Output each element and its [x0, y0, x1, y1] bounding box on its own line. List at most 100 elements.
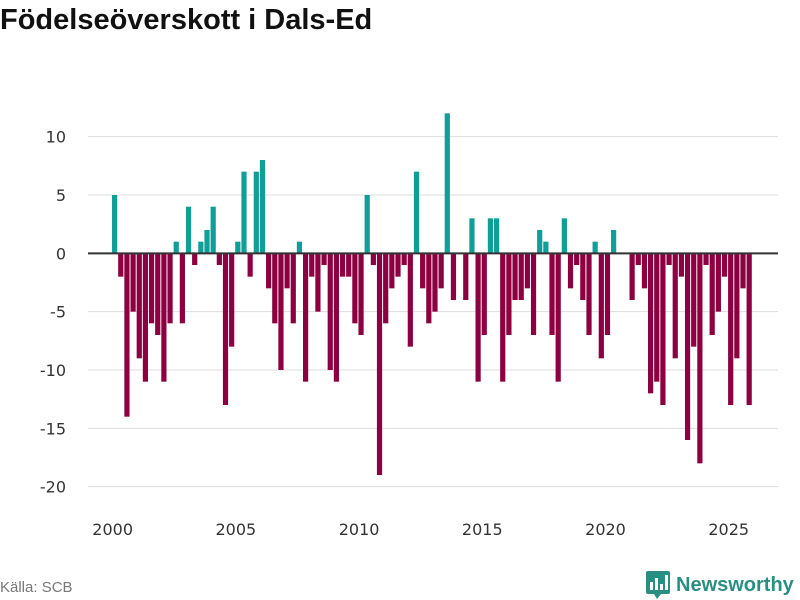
bar: [136, 253, 142, 359]
bar: [118, 253, 124, 277]
bar: [327, 253, 333, 370]
x-tick-label: 2025: [708, 520, 749, 539]
bar: [148, 253, 155, 324]
bar: [586, 253, 592, 335]
x-tick-label: 2000: [92, 520, 133, 539]
newsworthy-logo-icon: [646, 571, 670, 599]
x-tick-label: 2020: [585, 520, 626, 539]
bar: [506, 253, 512, 335]
bar: [272, 253, 278, 324]
bar: [204, 230, 210, 254]
bar: [697, 253, 703, 464]
y-tick-label: -5: [50, 303, 66, 322]
bar: [420, 253, 426, 289]
bar: [142, 253, 149, 382]
bar: [481, 253, 487, 335]
bar: [346, 253, 352, 277]
bar: [444, 113, 450, 254]
bar: [229, 253, 235, 347]
bar: [654, 253, 660, 382]
bar: [500, 253, 506, 382]
bar: [155, 253, 161, 335]
bar: [173, 241, 179, 254]
brand-name: Newsworthy: [676, 573, 794, 596]
bar: [678, 253, 684, 277]
bar: [518, 253, 524, 300]
bar: [352, 253, 358, 324]
bar: [438, 253, 444, 289]
bar: [222, 253, 229, 405]
bar: [278, 253, 284, 370]
y-tick-label: 10: [46, 128, 66, 147]
bar: [487, 218, 494, 254]
bar: [567, 253, 574, 289]
bar: [537, 230, 543, 254]
y-tick-label: 0: [56, 244, 66, 263]
bar: [358, 253, 364, 335]
bar: [395, 253, 401, 277]
chart-title: Födelseöverskott i Dals-Ed: [0, 4, 373, 36]
bar: [333, 253, 339, 382]
bar: [574, 253, 580, 265]
bar: [376, 253, 383, 475]
bar: [469, 218, 475, 254]
bar: [691, 253, 697, 347]
bar: [112, 195, 118, 254]
grid-lines: [88, 136, 778, 488]
bar: [210, 206, 216, 254]
bar: [555, 253, 561, 382]
bar: [407, 253, 413, 347]
bar: [179, 253, 185, 324]
y-tick-label: -15: [40, 419, 66, 438]
bar: [660, 253, 666, 405]
bar: [641, 253, 648, 289]
bar: [253, 171, 259, 254]
bar: [684, 253, 691, 440]
bar: [321, 253, 327, 265]
source-note: Källa: SCB: [0, 579, 73, 596]
y-tick-label: -10: [40, 361, 66, 380]
bar: [734, 253, 740, 359]
bar: [401, 253, 407, 265]
bar: [709, 253, 715, 335]
y-tick-label: -20: [40, 478, 66, 497]
bar: [592, 241, 598, 254]
bar: [629, 253, 635, 300]
x-tick-label: 2010: [339, 520, 380, 539]
bar: [543, 241, 549, 254]
bar: [309, 253, 315, 277]
y-tick-label: 5: [56, 186, 66, 205]
bar: [598, 253, 604, 359]
bar: [530, 253, 537, 335]
bar: [198, 241, 204, 254]
bar: [426, 253, 432, 324]
bar: [296, 241, 303, 254]
brand-logo[interactable]: Newsworthy: [645, 570, 794, 600]
bar: [339, 253, 346, 277]
bar: [185, 206, 192, 254]
bar: [370, 253, 376, 265]
bar: [493, 218, 500, 254]
bars: [112, 113, 752, 475]
bar: [740, 253, 746, 289]
bar: [561, 218, 567, 254]
bar: [432, 253, 438, 312]
bar: [290, 253, 296, 324]
bar: [247, 253, 253, 277]
bar: [241, 171, 247, 254]
bar: [635, 253, 641, 265]
bar: [549, 253, 555, 335]
bar: [192, 253, 198, 265]
bar: [721, 253, 728, 277]
bar: [130, 253, 136, 312]
bar: [512, 253, 518, 300]
bar: [259, 160, 266, 254]
bar: [266, 253, 272, 289]
bar: [666, 253, 672, 265]
bar: [604, 253, 611, 335]
bar: [364, 195, 370, 254]
bar: [315, 253, 321, 312]
x-tick-label: 2005: [215, 520, 256, 539]
bar: [580, 253, 586, 300]
